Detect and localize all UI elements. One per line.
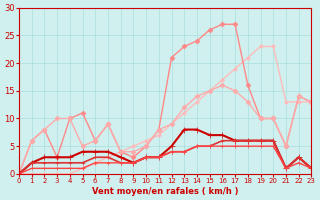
X-axis label: Vent moyen/en rafales ( km/h ): Vent moyen/en rafales ( km/h ) xyxy=(92,187,238,196)
